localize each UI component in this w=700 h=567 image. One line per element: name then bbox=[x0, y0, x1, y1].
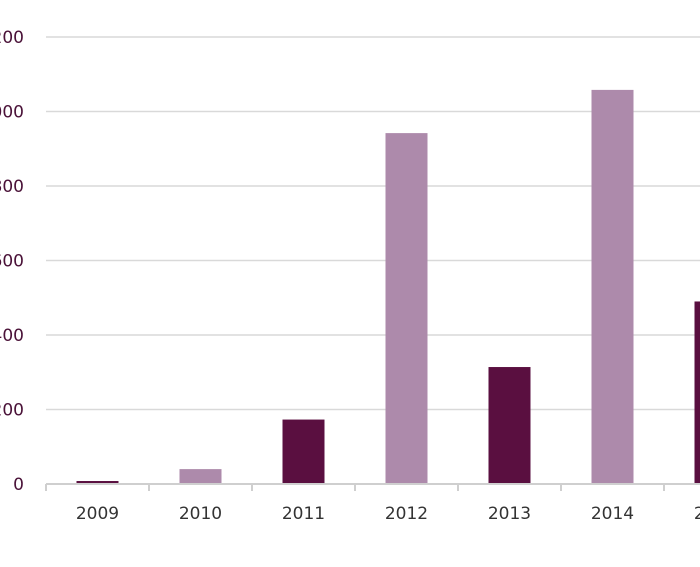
bar-2010 bbox=[179, 469, 222, 484]
bar-2009 bbox=[76, 481, 119, 484]
y-tick-label: 0 bbox=[13, 475, 24, 495]
gridlines bbox=[46, 36, 700, 411]
x-tick-label: 2012 bbox=[385, 504, 428, 524]
x-tick-label: 2014 bbox=[591, 504, 634, 524]
bar-2014 bbox=[591, 89, 634, 485]
y-tick-label: 600 bbox=[0, 252, 24, 272]
x-tick-label: 2010 bbox=[179, 504, 222, 524]
x-tick-label: 2009 bbox=[76, 504, 119, 524]
x-tick-label: 2013 bbox=[488, 504, 531, 524]
bars bbox=[76, 89, 700, 485]
y-tick-label: 400 bbox=[0, 326, 24, 346]
x-tick-label: 2015 bbox=[694, 504, 700, 524]
y-axis-ticks: 0 200 400 600 800 1000 1200 bbox=[0, 28, 24, 495]
bar-2013 bbox=[488, 367, 531, 484]
y-tick-label: 200 bbox=[0, 401, 24, 421]
bar-2011 bbox=[282, 419, 325, 484]
x-axis-ticks: 2009 2010 2011 2012 2013 2014 2015 bbox=[45, 484, 700, 524]
bar-2015 bbox=[694, 301, 700, 484]
y-tick-label: 1000 bbox=[0, 103, 24, 123]
y-tick-label: 800 bbox=[0, 177, 24, 197]
bar-2012 bbox=[385, 133, 428, 485]
y-tick-label: 1200 bbox=[0, 28, 24, 48]
x-tick-label: 2011 bbox=[282, 504, 325, 524]
